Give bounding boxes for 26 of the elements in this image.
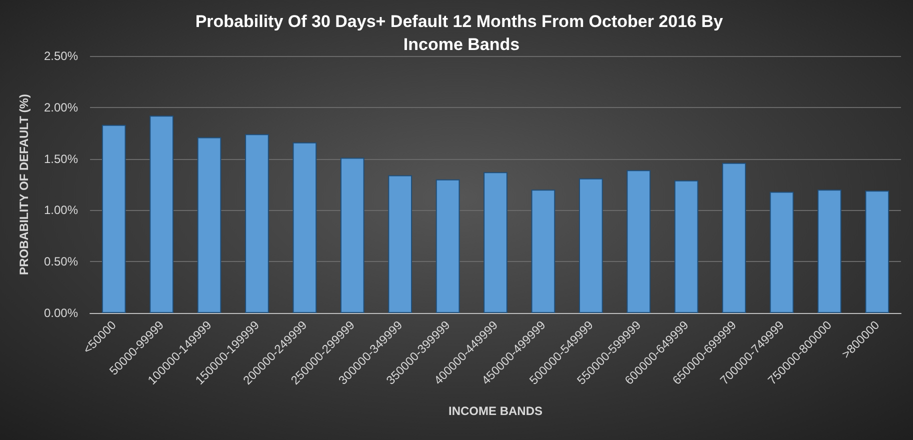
- bar: [818, 190, 842, 313]
- bar: [722, 162, 746, 313]
- bar: [388, 175, 412, 313]
- bar: [245, 134, 269, 313]
- bar: [578, 178, 603, 313]
- y-tick-label: 2.00%: [44, 100, 78, 114]
- bar: [531, 190, 556, 313]
- chart-title: Probability Of 30 Days+ Default 12 Months From October 2016 By Income Bands: [195, 12, 728, 54]
- bar: [292, 142, 317, 313]
- y-tick-label: 1.00%: [44, 203, 78, 218]
- bar: [865, 190, 890, 313]
- bar: [150, 116, 174, 313]
- bar: [436, 179, 460, 313]
- bar: [102, 124, 126, 313]
- y-axis-title: PROBABILITY OF DEFAULT (%): [17, 94, 31, 275]
- y-tick-label: 2.50%: [44, 49, 78, 63]
- x-axis-title: INCOME BANDS: [448, 404, 543, 418]
- bar: [197, 137, 222, 313]
- bar: [674, 180, 698, 313]
- bar: [484, 172, 508, 313]
- bar: [626, 170, 651, 313]
- y-tick-label: 0.50%: [44, 254, 78, 269]
- bar: [340, 158, 364, 313]
- bar: [770, 192, 794, 313]
- y-tick-label: 1.50%: [44, 152, 78, 166]
- y-tick-label: 0.00%: [44, 306, 78, 320]
